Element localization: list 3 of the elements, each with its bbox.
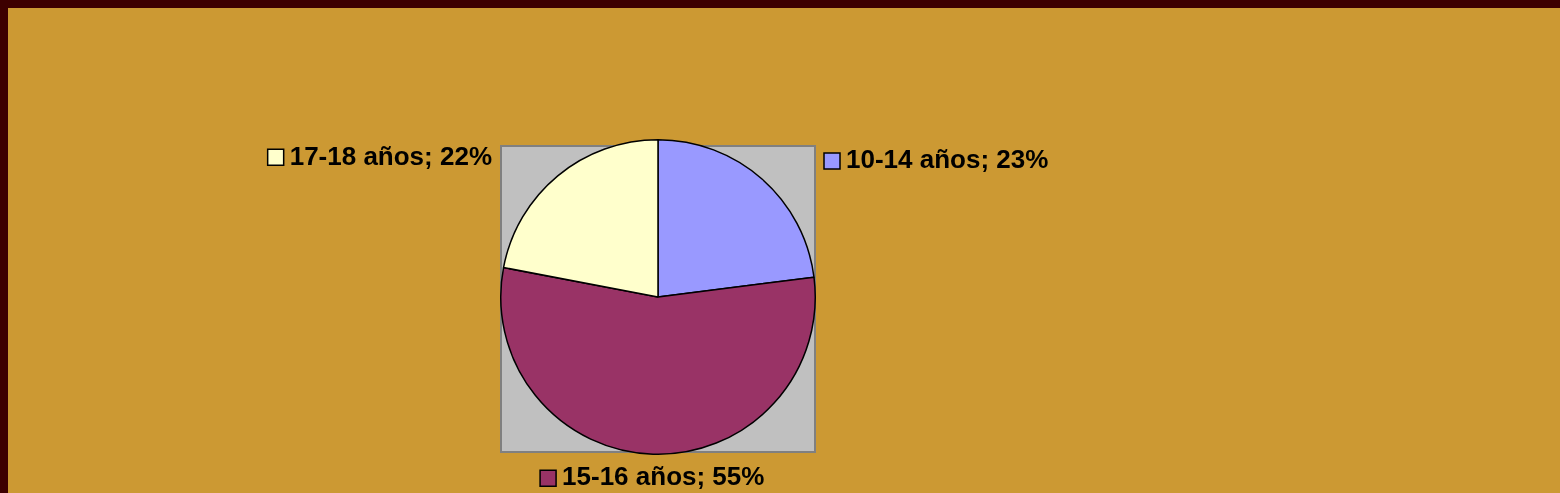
legend-label: 17-18 años; 22% — [289, 140, 492, 171]
legend-label: 15-16 años; 55% — [562, 461, 765, 492]
legend-label: 10-14 años; 23% — [846, 144, 1049, 175]
